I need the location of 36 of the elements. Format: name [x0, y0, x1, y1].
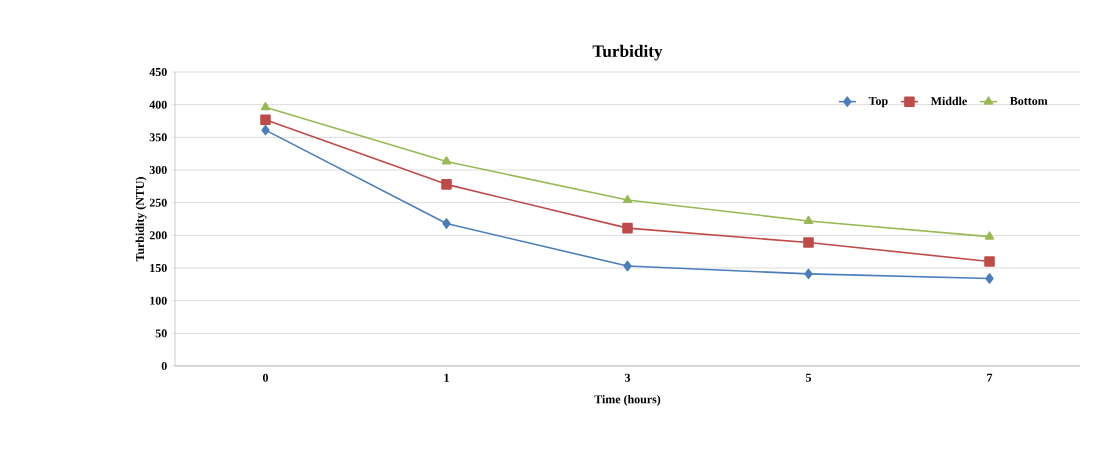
x-tick-label: 7: [987, 373, 993, 382]
y-tick-label: 350: [149, 133, 167, 142]
x-tick-label: 0: [262, 373, 269, 382]
y-tick-label: 150: [150, 263, 167, 273]
x-tick-label: 5: [806, 373, 812, 382]
point: [260, 102, 271, 111]
y-tick-label: 400: [149, 100, 167, 109]
point: [441, 179, 452, 190]
point: [261, 124, 270, 136]
point: [623, 260, 632, 272]
point: [442, 218, 451, 229]
x-axis-title: Time (hours): [594, 394, 661, 406]
point: [984, 256, 995, 267]
point: [984, 231, 995, 240]
point: [260, 114, 271, 125]
legend-label: Bottom: [1010, 97, 1048, 105]
point: [985, 273, 994, 284]
y-axis-title: Turbidity (NTU): [135, 177, 147, 262]
point: [803, 215, 814, 224]
y-tick-label: 250: [149, 198, 167, 207]
point: [441, 156, 452, 165]
y-tick-label: 0: [161, 361, 167, 371]
point: [622, 194, 633, 204]
x-tick-label: 3: [624, 373, 631, 382]
point: [803, 237, 814, 248]
point: [804, 268, 813, 280]
y-tick-label: 450: [149, 67, 167, 77]
y-tick-label: 300: [149, 165, 167, 175]
chart-title: Turbidity: [592, 44, 663, 61]
legend-label: Middle: [930, 96, 967, 106]
legend-label: Top: [868, 97, 888, 108]
y-tick-label: 100: [150, 296, 167, 305]
y-tick-label: 200: [149, 231, 167, 240]
x-tick-label: 1: [444, 373, 449, 382]
y-tick-label: 50: [155, 329, 167, 338]
point: [622, 222, 633, 234]
